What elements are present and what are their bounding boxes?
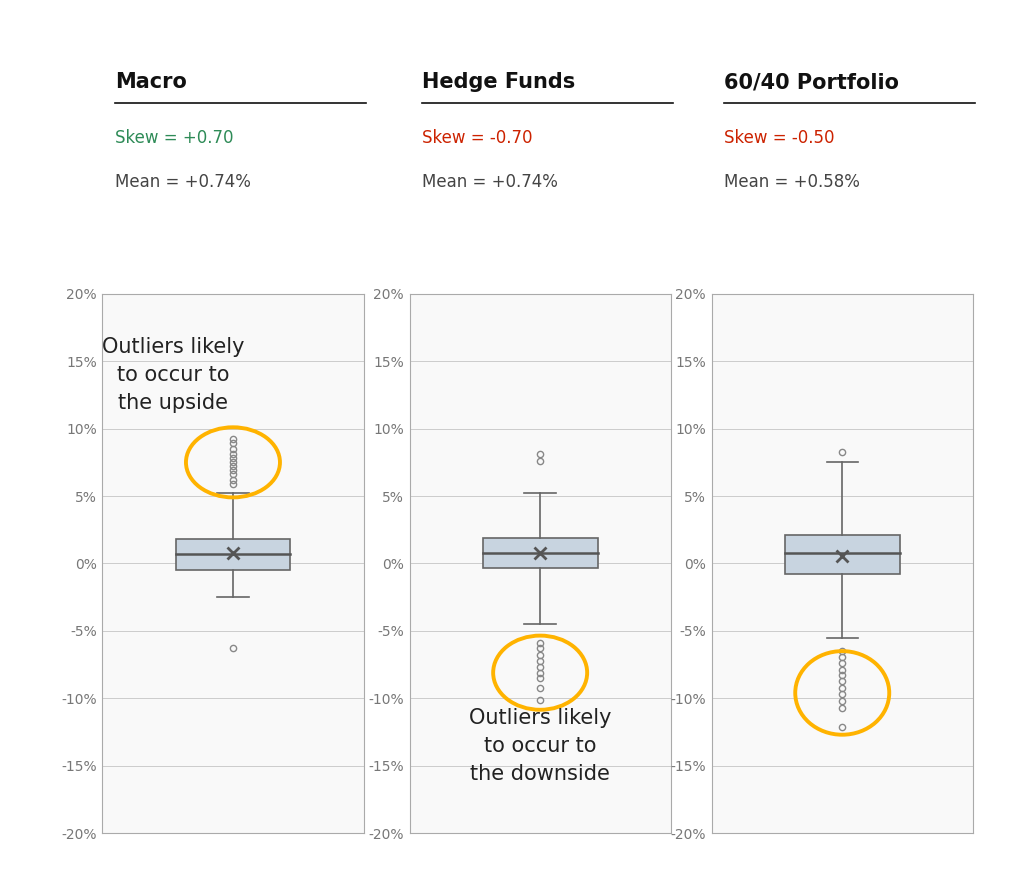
Text: Mean = +0.58%: Mean = +0.58% xyxy=(724,173,860,191)
Text: Mean = +0.74%: Mean = +0.74% xyxy=(115,173,251,191)
Text: Skew = +0.70: Skew = +0.70 xyxy=(115,129,233,147)
Text: Outliers likely
to occur to
the downside: Outliers likely to occur to the downside xyxy=(469,708,611,783)
Bar xyxy=(784,535,900,574)
Text: Skew = -0.50: Skew = -0.50 xyxy=(724,129,835,147)
Text: Macro: Macro xyxy=(115,72,186,92)
Text: Outliers likely
to occur to
the upside: Outliers likely to occur to the upside xyxy=(101,337,244,413)
Text: Mean = +0.74%: Mean = +0.74% xyxy=(422,173,558,191)
Text: Skew = -0.70: Skew = -0.70 xyxy=(422,129,532,147)
Text: Hedge Funds: Hedge Funds xyxy=(422,72,575,92)
Text: 60/40 Portfolio: 60/40 Portfolio xyxy=(724,72,899,92)
Bar xyxy=(175,539,291,570)
Bar xyxy=(482,538,598,567)
